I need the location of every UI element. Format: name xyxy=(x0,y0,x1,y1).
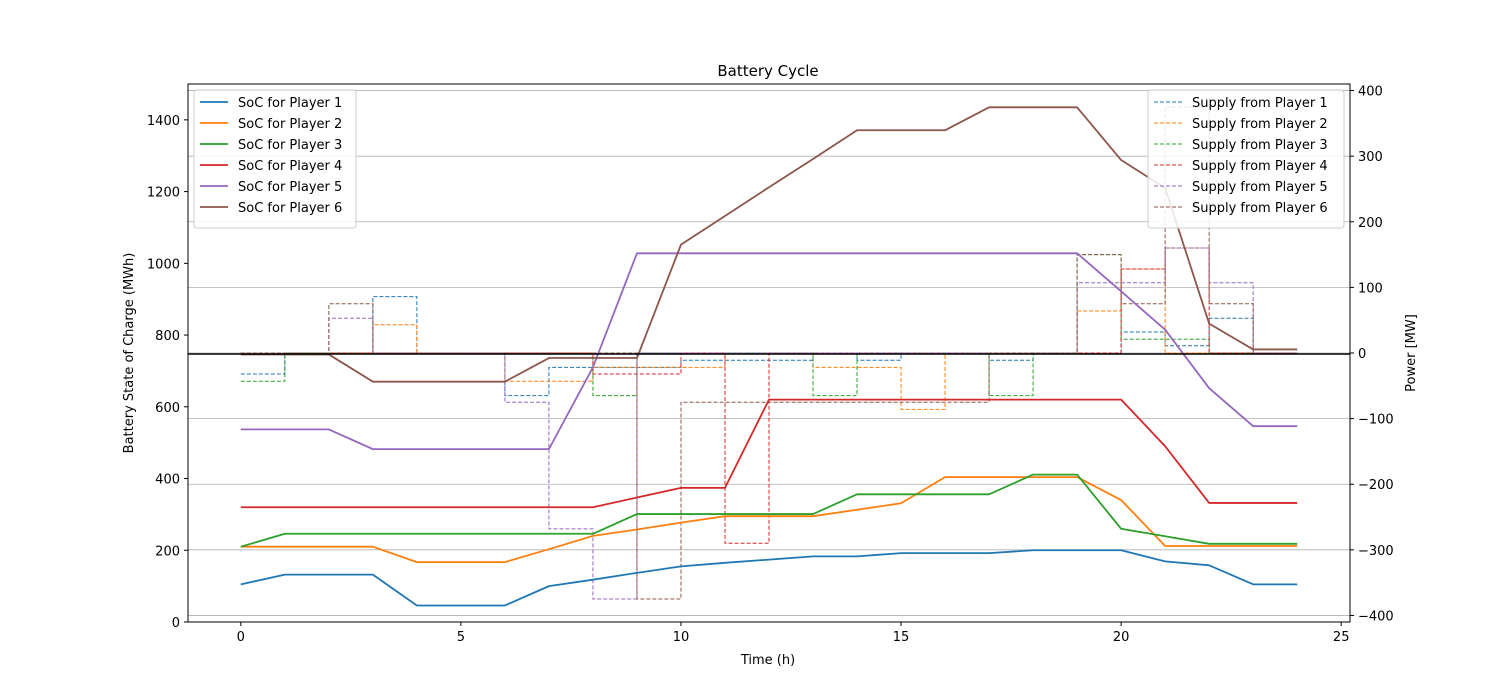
legend-label: Supply from Player 1 xyxy=(1192,96,1328,111)
y-axis-left: 0 200 400 600 800 1000 1200 1400 xyxy=(147,114,188,631)
legend-box xyxy=(1147,89,1345,229)
legend-label: SoC for Player 2 xyxy=(238,117,342,132)
legend-label: SoC for Player 3 xyxy=(238,138,342,153)
y-axis-right-label: Power [MW] xyxy=(1404,314,1419,392)
y-axis-left-label: Battery State of Charge (MWh) xyxy=(122,253,137,454)
y-left-tick-label: 1200 xyxy=(147,186,180,201)
x-tick-label: 10 xyxy=(673,630,690,645)
y-right-tick-label: 100 xyxy=(1358,281,1383,296)
supply-series-layer xyxy=(240,106,1298,600)
legend-label: Supply from Player 3 xyxy=(1192,138,1328,153)
y-axis-right: −400 −300 −200 −100 0 100 200 300 400 xyxy=(1350,85,1394,624)
x-tick-label: 0 xyxy=(237,630,245,645)
y-left-tick-label: 1400 xyxy=(147,114,180,129)
x-axis-label: Time (h) xyxy=(740,653,795,668)
y-right-tick-label: 0 xyxy=(1358,347,1366,362)
legend-label: Supply from Player 6 xyxy=(1192,201,1328,216)
y-left-tick-label: 200 xyxy=(155,544,180,559)
y-right-tick-label: −400 xyxy=(1358,609,1394,624)
y-left-tick-label: 800 xyxy=(155,329,180,344)
soc-series-layer xyxy=(240,106,1298,607)
y-left-tick-label: 400 xyxy=(155,473,180,488)
y-right-tick-label: −100 xyxy=(1358,413,1394,428)
y-left-tick-label: 1000 xyxy=(147,257,180,272)
y-left-tick-label: 600 xyxy=(155,401,180,416)
series-soc-for-player-4 xyxy=(240,398,1298,509)
legend-label: SoC for Player 1 xyxy=(238,96,342,111)
series-soc-for-player-1 xyxy=(240,549,1298,607)
y-right-tick-label: 300 xyxy=(1358,150,1383,165)
y-right-tick-label: −200 xyxy=(1358,478,1394,493)
x-tick-label: 15 xyxy=(893,630,910,645)
y-left-tick-label: 0 xyxy=(172,616,180,631)
y-right-tick-label: 400 xyxy=(1358,85,1383,100)
legend-label: Supply from Player 4 xyxy=(1192,159,1328,174)
series-supply-from-player-1 xyxy=(240,296,1298,397)
series-soc-for-player-2 xyxy=(240,476,1298,564)
series-soc-for-player-5 xyxy=(240,252,1298,451)
x-tick-label: 20 xyxy=(1113,630,1130,645)
y-right-tick-label: 200 xyxy=(1358,216,1383,231)
series-soc-for-player-3 xyxy=(240,473,1298,548)
series-supply-from-player-5 xyxy=(240,247,1298,600)
legend-label: SoC for Player 4 xyxy=(238,159,342,174)
x-tick-label: 25 xyxy=(1333,630,1350,645)
y-right-tick-label: −300 xyxy=(1358,544,1394,559)
legend-supply: Supply from Player 1 Supply from Player 2… xyxy=(1147,89,1345,229)
legend-label: SoC for Player 5 xyxy=(238,180,342,195)
series-supply-from-player-4 xyxy=(240,247,1298,544)
series-supply-from-player-6 xyxy=(240,106,1298,600)
legend-label: SoC for Player 6 xyxy=(238,201,342,216)
legend-soc: SoC for Player 1 SoC for Player 2 SoC for … xyxy=(193,89,357,229)
legend-label: Supply from Player 5 xyxy=(1192,180,1328,195)
series-soc-for-player-6 xyxy=(240,106,1298,383)
x-tick-label: 5 xyxy=(457,630,465,645)
legend-box xyxy=(193,89,357,229)
x-axis: 0 5 10 15 20 25 xyxy=(237,622,1350,645)
chart-title: Battery Cycle xyxy=(717,62,818,80)
legend-label: Supply from Player 2 xyxy=(1192,117,1328,132)
